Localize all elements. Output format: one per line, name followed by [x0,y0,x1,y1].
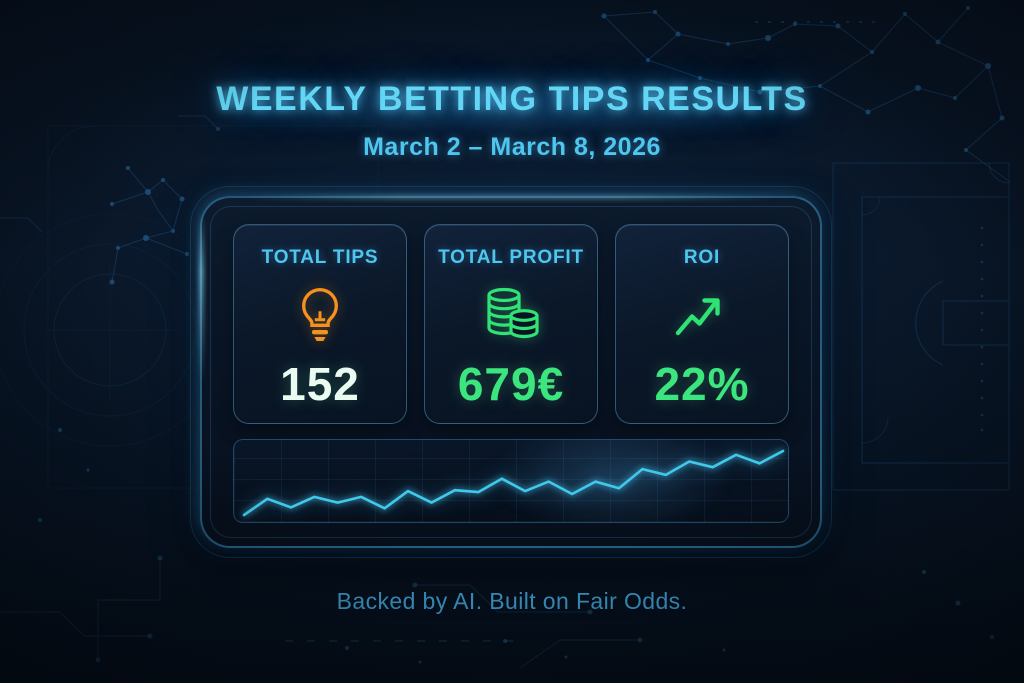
footer-tagline: Backed by AI. Built on Fair Odds. [336,588,688,614]
profit-line [242,449,785,517]
stat-label: TOTAL PROFIT [438,247,584,268]
coins-icon [478,269,544,361]
constellation-left [109,166,189,285]
stat-cards-row: TOTAL TIPS 152 TOTAL PROFIT [202,198,820,424]
stat-value: 22% [654,358,750,410]
panel-edge-glow-left [199,212,204,382]
stat-value: 679€ [457,358,565,410]
footer: Backed by AI. Built on Fair Odds. [0,588,1024,615]
stat-label: ROI [683,247,721,268]
stat-card-total-profit: TOTAL PROFIT 679€ [424,224,598,424]
date-range: March 2 – March 8, 2026 [363,133,661,161]
profit-sparkline [233,439,789,523]
trend-up-icon [670,269,734,361]
stat-card-roi: ROI 22% [615,224,789,424]
stat-value: 152 [280,358,360,410]
dotted-column-right [980,226,984,432]
lightbulb-icon [290,269,350,361]
pitch-right [832,162,1010,491]
header: WEEKLY BETTING TIPS RESULTS March 2 – Ma… [0,0,1024,162]
stat-label: TOTAL TIPS [261,247,379,268]
page-title: WEEKLY BETTING TIPS RESULTS [216,80,808,118]
panel-edge-glow-top [242,195,780,200]
stats-panel: TOTAL TIPS 152 TOTAL PROFIT [190,186,832,558]
stat-card-total-tips: TOTAL TIPS 152 [233,224,407,424]
